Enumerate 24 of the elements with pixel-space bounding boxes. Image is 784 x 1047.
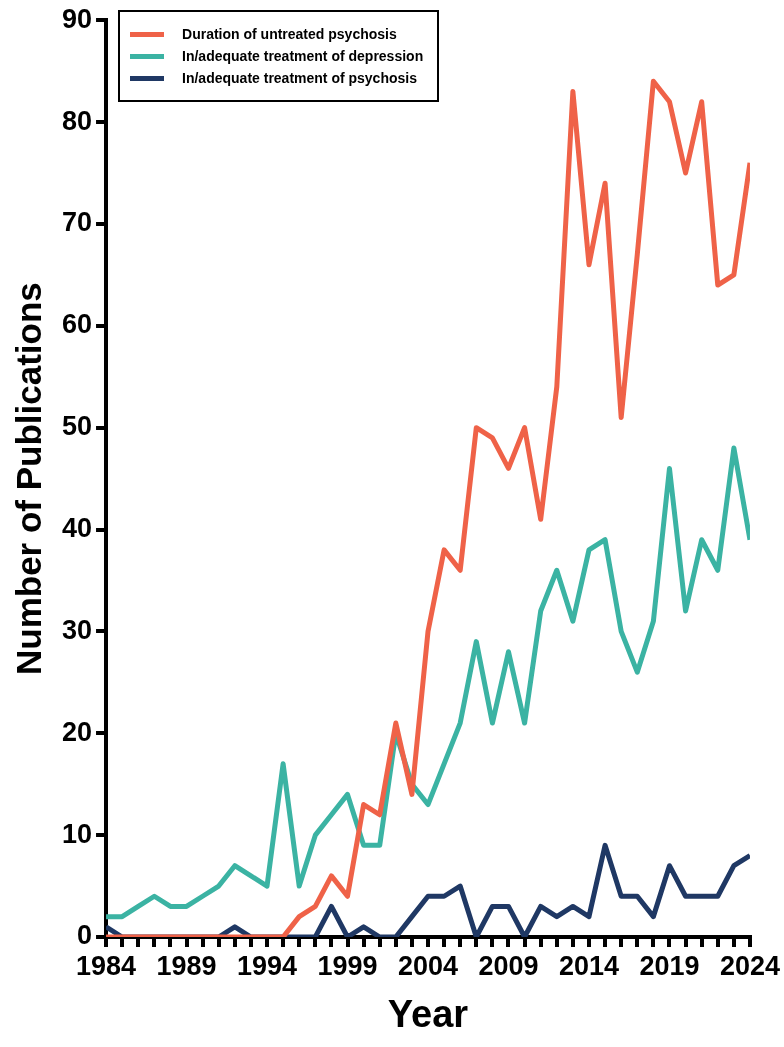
- x-axis-title: Year: [387, 992, 469, 1035]
- x-tick-label: 2014: [558, 950, 620, 981]
- x-tick-label: 2009: [478, 950, 539, 981]
- y-tick-label: 50: [61, 411, 93, 442]
- y-tick-label: 10: [61, 818, 93, 849]
- y-tick-label: 70: [61, 207, 93, 238]
- y-tick-label: 40: [61, 512, 93, 543]
- y-tick-label: 90: [61, 3, 93, 34]
- x-tick-label: 2024: [719, 950, 781, 981]
- x-tick-label: 1999: [317, 950, 378, 981]
- y-tick-label: 80: [61, 105, 93, 136]
- x-tick-label: 1994: [236, 950, 298, 981]
- x-tick-label: 1984: [75, 950, 137, 981]
- x-tick-label: 2019: [639, 950, 700, 981]
- x-tick-label: 2004: [397, 950, 459, 981]
- legend-label: In/adequate treatment of depression: [182, 48, 424, 65]
- y-tick-label: 60: [61, 309, 93, 340]
- y-tick-label: 0: [77, 920, 93, 951]
- y-tick-label: 30: [61, 614, 93, 645]
- y-axis-title: Number of Publications: [8, 282, 48, 676]
- legend-label: In/adequate treatment of psychosis: [182, 70, 417, 87]
- y-tick-label: 20: [61, 716, 93, 747]
- legend-label: Duration of untreated psychosis: [182, 26, 397, 43]
- x-tick-label: 1989: [156, 950, 217, 981]
